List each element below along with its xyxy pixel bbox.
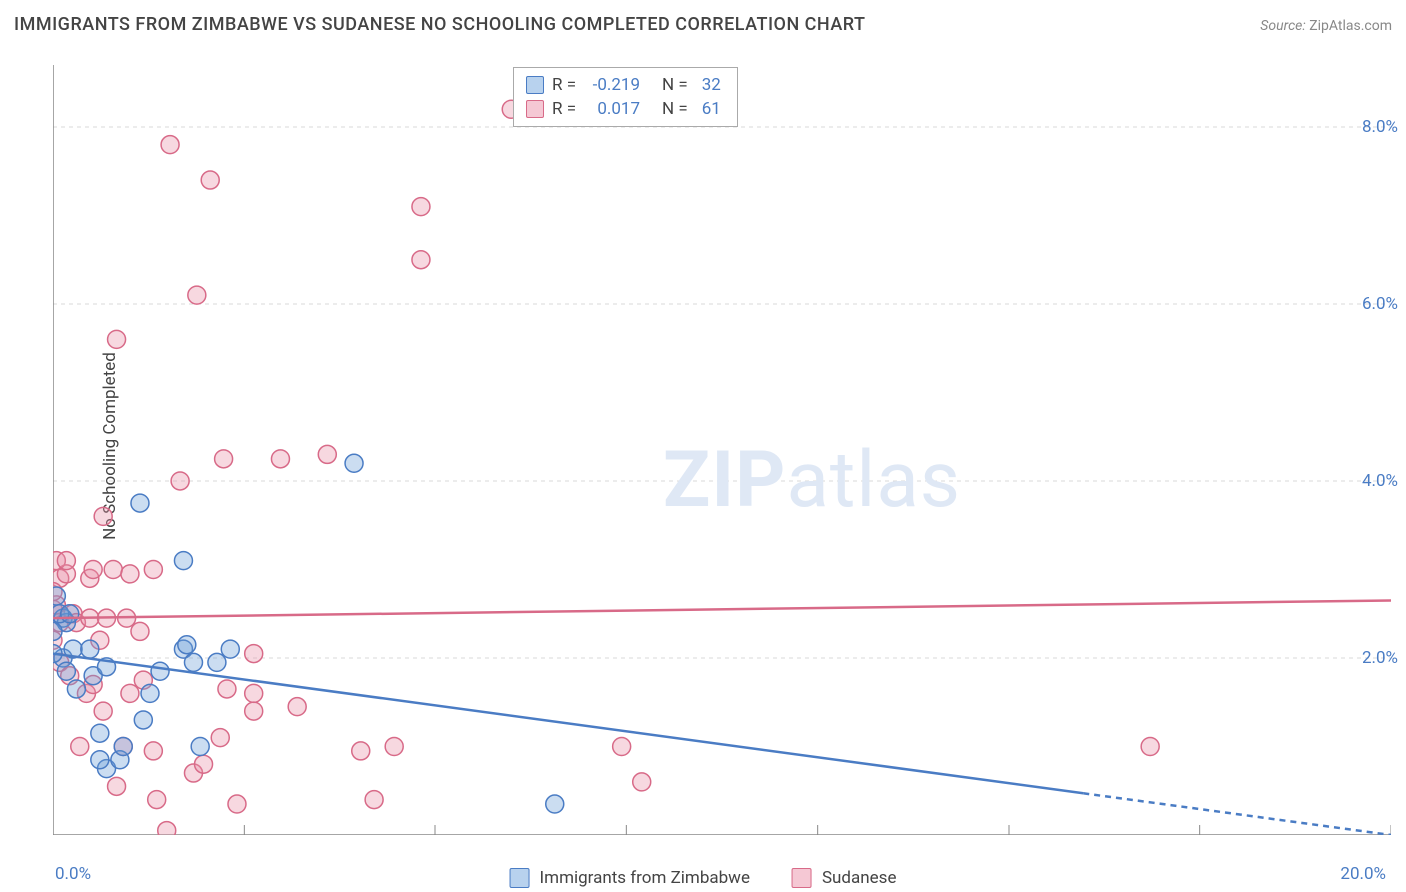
x-axis-tick-max: 20.0% xyxy=(1340,864,1386,884)
correlation-row: R = 0.017 N = 61 xyxy=(526,97,721,121)
correlation-row: R = -0.219 N = 32 xyxy=(526,73,721,97)
legend-item: Immigrants from Zimbabwe xyxy=(510,868,750,888)
r-value: 0.017 xyxy=(584,97,640,121)
r-label: R = xyxy=(552,73,576,97)
legend-swatch xyxy=(526,100,544,118)
series-legend: Immigrants from Zimbabwe Sudanese xyxy=(510,868,897,888)
legend-swatch xyxy=(792,868,812,888)
legend-swatch xyxy=(510,868,530,888)
source-attribution: Source: ZipAtlas.com xyxy=(1260,18,1392,34)
chart-area: ZIPatlas R =-0.219N =32R =0.017N =61 xyxy=(53,65,1391,835)
n-label: N = xyxy=(662,73,688,97)
r-label: R = xyxy=(552,97,576,121)
source-label: Source: xyxy=(1260,18,1305,34)
y-axis-tick: 8.0% xyxy=(1362,117,1398,137)
scatter-plot-svg xyxy=(53,65,1391,835)
legend-swatch xyxy=(526,76,544,94)
r-value: -0.219 xyxy=(584,73,640,97)
y-axis-tick: 2.0% xyxy=(1362,648,1398,668)
n-value: 32 xyxy=(702,73,721,97)
legend-label: Immigrants from Zimbabwe xyxy=(540,868,750,888)
y-axis-tick: 6.0% xyxy=(1362,294,1398,314)
correlation-legend: R = -0.219 N = 32 R = 0.017 N = 61 xyxy=(513,67,738,127)
legend-item: Sudanese xyxy=(792,868,897,888)
legend-label: Sudanese xyxy=(822,868,897,888)
source-value: ZipAtlas.com xyxy=(1309,18,1392,34)
chart-title: IMMIGRANTS FROM ZIMBABWE VS SUDANESE NO … xyxy=(14,14,866,35)
x-axis-tick-min: 0.0% xyxy=(55,864,91,884)
n-label: N = xyxy=(662,97,688,121)
y-axis-tick: 4.0% xyxy=(1362,471,1398,491)
n-value: 61 xyxy=(702,97,721,121)
